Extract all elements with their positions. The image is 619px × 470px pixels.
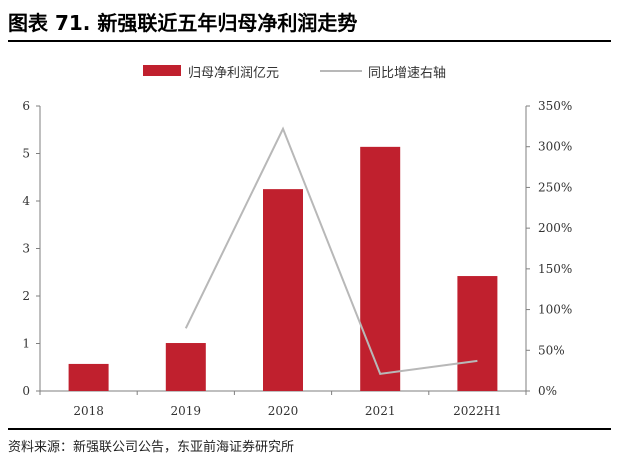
bar-2020	[263, 189, 303, 391]
x-tick-label: 2021	[365, 404, 396, 418]
left-tick-label: 6	[22, 99, 30, 113]
bar-2021	[360, 146, 401, 391]
legend-line-swatch	[320, 70, 362, 72]
x-tick-label: 2020	[268, 404, 299, 418]
left-tick-label: 0	[22, 384, 30, 398]
x-tick-label: 2018	[73, 404, 104, 418]
right-tick-label: 200%	[538, 221, 572, 235]
left-tick-label: 3	[22, 242, 30, 256]
right-tick-label: 150%	[538, 262, 572, 276]
x-tick-label: 2019	[171, 404, 202, 418]
legend-line-label: 同比增速右轴	[368, 66, 447, 81]
bar-2022H1	[457, 276, 498, 391]
left-tick-label: 1	[22, 337, 30, 351]
right-tick-label: 350%	[538, 99, 572, 113]
left-tick-label: 2	[22, 289, 30, 303]
left-tick-label: 5	[22, 147, 30, 161]
growth-line	[184, 126, 478, 375]
legend-bar-swatch	[143, 65, 181, 76]
legend: 归母净利润亿元 同比增速右轴	[0, 60, 619, 82]
right-tick-label: 50%	[538, 343, 565, 357]
source-note: 资料来源：新强联公司公告，东亚前海证券研究所	[8, 428, 611, 455]
legend-bar-label: 归母净利润亿元	[188, 66, 280, 81]
x-tick-label: 2022H1	[453, 404, 502, 418]
right-tick-label: 300%	[538, 140, 572, 154]
right-tick-label: 250%	[538, 180, 572, 194]
left-tick-label: 4	[22, 194, 30, 208]
bar-2018	[68, 363, 109, 391]
right-tick-label: 100%	[538, 303, 572, 317]
chart-title: 图表 71. 新强联近五年归母净利润走势	[8, 6, 611, 42]
right-tick-label: 0%	[538, 384, 557, 398]
bar-2019	[165, 343, 206, 391]
